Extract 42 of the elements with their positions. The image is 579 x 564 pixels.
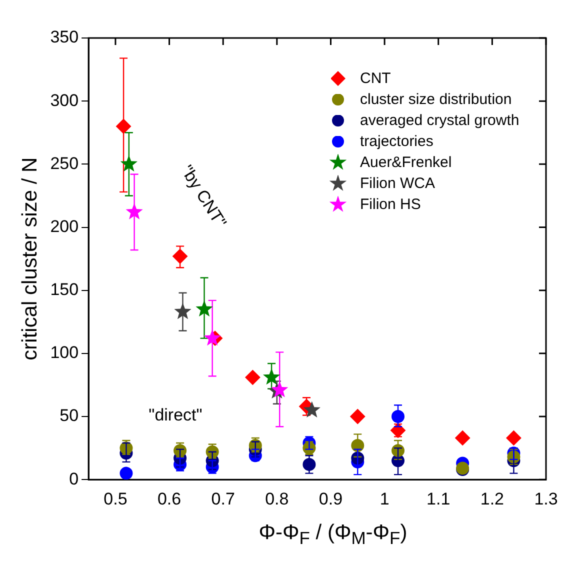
y-tick-label: 150 bbox=[50, 280, 79, 300]
point bbox=[120, 466, 133, 480]
point bbox=[506, 430, 522, 446]
y-tick-label: 350 bbox=[50, 28, 79, 47]
y-tick-label: 250 bbox=[50, 154, 79, 173]
x-tick-label: 0.5 bbox=[104, 489, 128, 508]
y-tick-label: 300 bbox=[50, 90, 79, 110]
y-axis-title: critical cluster size / N bbox=[18, 157, 42, 360]
legend-label: Filion HS bbox=[360, 195, 421, 215]
y-tick-label: 0 bbox=[69, 469, 79, 488]
point bbox=[204, 329, 221, 346]
legend-label: Auer&Frenkel bbox=[360, 153, 452, 173]
point bbox=[392, 410, 405, 424]
y-tick-label: 50 bbox=[60, 406, 79, 426]
point bbox=[262, 368, 280, 385]
point bbox=[120, 155, 138, 172]
annotation: "direct" bbox=[148, 405, 202, 424]
point bbox=[455, 430, 470, 446]
x-tick-label: 0.6 bbox=[157, 489, 182, 508]
point bbox=[126, 203, 143, 220]
y-tick-label: 200 bbox=[50, 216, 79, 236]
point bbox=[245, 370, 260, 385]
legend-label: averaged crystal growth bbox=[360, 111, 520, 131]
legend-label: Filion WCA bbox=[360, 174, 436, 194]
point bbox=[350, 409, 366, 424]
point bbox=[196, 300, 213, 317]
legend-label: cluster size distribution bbox=[360, 90, 512, 110]
point bbox=[271, 381, 288, 398]
legend-label: CNT bbox=[360, 69, 391, 89]
x-tick-label: 1 bbox=[380, 489, 390, 508]
legend-label: trajectories bbox=[360, 132, 434, 152]
point bbox=[390, 422, 406, 438]
x-tick-label: 0.9 bbox=[318, 489, 343, 508]
x-tick-label: 1.3 bbox=[534, 489, 558, 508]
x-tick-label: 1.2 bbox=[480, 489, 504, 508]
x-tick-label: 1.1 bbox=[426, 489, 450, 508]
x-axis-title: Φ-Φ$_{F}$ / (Φ$_{M}$-Φ$_{F}$) bbox=[258, 520, 408, 549]
x-tick-label: 0.8 bbox=[265, 489, 289, 508]
point bbox=[174, 302, 192, 320]
point bbox=[303, 401, 320, 418]
x-tick-label: 0.7 bbox=[211, 489, 235, 508]
y-tick-label: 100 bbox=[50, 343, 79, 362]
